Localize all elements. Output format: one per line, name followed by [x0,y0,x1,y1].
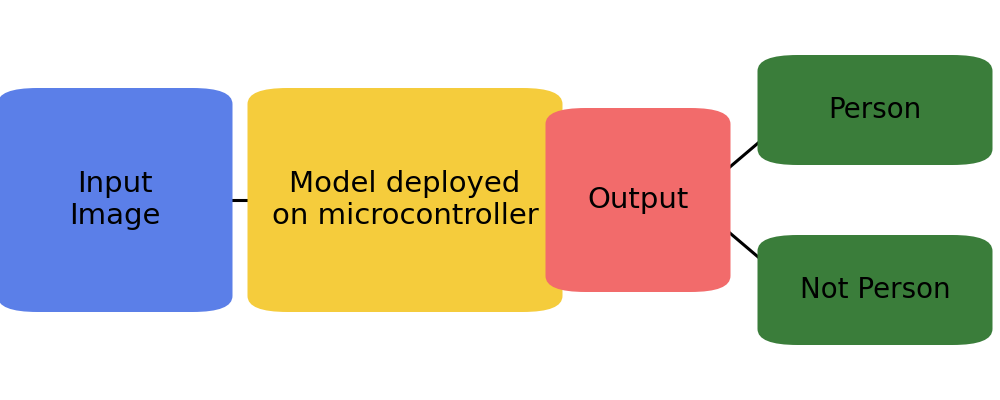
Text: Not Person: Not Person [800,276,950,304]
FancyBboxPatch shape [0,88,232,312]
Text: Model deployed
on microcontroller: Model deployed on microcontroller [272,170,538,230]
Text: Input
Image: Input Image [69,170,161,230]
Text: Output: Output [587,186,689,214]
Text: Person: Person [828,96,922,124]
FancyBboxPatch shape [758,235,992,345]
FancyBboxPatch shape [248,88,562,312]
FancyBboxPatch shape [758,55,992,165]
FancyBboxPatch shape [546,108,730,292]
